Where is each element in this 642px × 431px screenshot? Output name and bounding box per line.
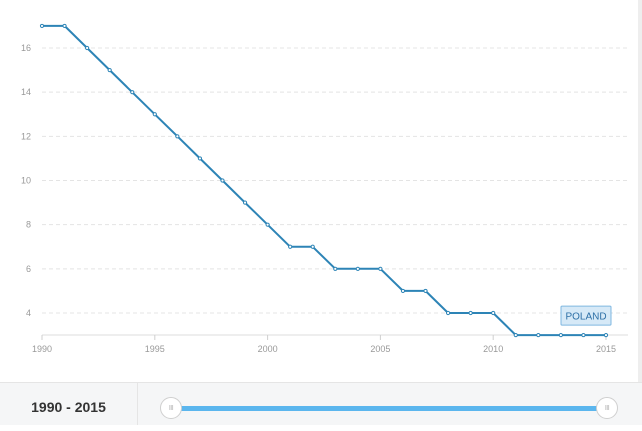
x-tick-label: 1990 [32,344,52,354]
series-label-box [560,305,612,326]
data-point-2012 [536,332,541,338]
x-tick-label: 1995 [145,344,165,354]
data-point-1990 [39,23,45,29]
data-point-2008 [445,310,451,316]
x-tick-label: 2005 [370,344,390,354]
y-tick-label: 6 [26,264,31,274]
chart-svg: 4 6 8 10 12 14 16 1990 1995 2000 2005 2010 2015 POLAN… [21,23,628,354]
y-tick-label: 16 [21,43,31,53]
y-tick-label: 12 [21,131,31,141]
data-point-1999 [242,200,248,205]
range-label: 1990 - 2015 [0,383,138,425]
line-chart: 4 6 8 10 12 14 16 1990 1995 2000 2005 2010 2015 POLAN… [21,23,628,354]
data-point-1997 [197,156,203,161]
data-point-2015 [603,332,609,338]
data-point-2007 [423,288,428,294]
range-slider-track[interactable] [171,406,607,411]
data-point-2004 [355,266,360,271]
data-point-2011 [513,332,518,338]
data-point-2003 [333,266,338,271]
series-line [42,24,606,337]
range-end-handle[interactable]: III [596,397,618,419]
data-point-2005 [378,266,383,271]
data-point-1998 [220,178,225,183]
data-point-2013 [558,332,563,338]
y-tick-label: 10 [21,176,31,186]
data-point-2010 [491,310,496,316]
range-bar: 1990 - 2015 III III [0,382,642,425]
data-point-2001 [288,244,293,249]
scroll-edge [638,0,642,382]
data-point-2000 [265,222,270,227]
data-point-2006 [400,288,406,294]
data-point-2002 [310,244,315,249]
data-point-2009 [468,310,473,316]
y-tick-label: 4 [26,308,31,318]
x-tick-label: 2000 [258,344,278,354]
data-point-1995 [152,112,157,117]
data-point-2014 [581,332,586,338]
x-tick-label: 2010 [483,344,503,354]
y-tick-label: 8 [26,220,31,230]
series-label: POLAND [565,312,606,323]
x-tick-label: 2015 [596,344,616,354]
range-start-handle[interactable]: III [160,397,182,419]
data-point-1993 [107,67,112,73]
data-point-1992 [85,45,90,51]
data-point-1996 [175,134,180,139]
data-point-1994 [130,90,135,95]
data-point-1991 [62,23,67,29]
y-tick-label: 14 [21,87,31,97]
